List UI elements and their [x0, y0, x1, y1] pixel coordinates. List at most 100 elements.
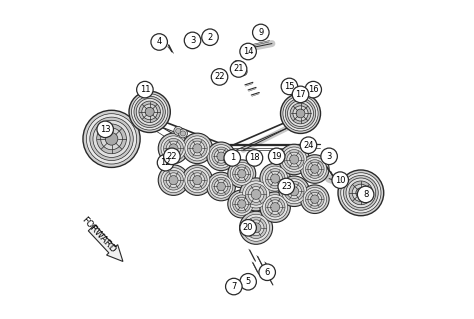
Circle shape [129, 91, 170, 132]
Circle shape [233, 165, 251, 183]
Circle shape [290, 103, 311, 124]
Text: 12: 12 [160, 158, 171, 167]
Circle shape [279, 144, 310, 175]
Text: 17: 17 [295, 90, 306, 99]
Circle shape [182, 133, 212, 164]
Circle shape [282, 179, 307, 204]
Text: FORWARD: FORWARD [80, 215, 118, 255]
Circle shape [142, 104, 157, 120]
Circle shape [265, 197, 285, 217]
Circle shape [145, 107, 154, 116]
Polygon shape [88, 225, 123, 262]
Circle shape [341, 173, 381, 213]
Circle shape [157, 154, 174, 171]
Circle shape [260, 163, 291, 194]
Text: 3: 3 [190, 36, 195, 45]
Circle shape [243, 214, 270, 241]
Circle shape [182, 165, 212, 196]
Text: 16: 16 [308, 85, 319, 94]
Circle shape [281, 78, 298, 95]
Circle shape [283, 96, 318, 131]
Circle shape [237, 64, 244, 72]
Circle shape [158, 133, 189, 164]
Circle shape [176, 128, 181, 133]
Text: 18: 18 [249, 153, 260, 162]
Circle shape [281, 93, 320, 133]
Circle shape [285, 98, 316, 129]
Circle shape [251, 223, 261, 233]
Text: 3: 3 [327, 152, 332, 161]
Circle shape [240, 43, 256, 60]
Circle shape [284, 182, 304, 201]
Circle shape [217, 152, 226, 160]
Circle shape [83, 110, 140, 167]
Circle shape [164, 138, 183, 158]
Circle shape [187, 170, 207, 190]
Circle shape [235, 197, 248, 211]
Circle shape [212, 147, 230, 166]
Circle shape [235, 62, 239, 66]
Circle shape [237, 170, 246, 178]
Circle shape [190, 141, 205, 156]
Circle shape [226, 278, 242, 295]
Circle shape [332, 172, 348, 189]
Text: 8: 8 [363, 190, 368, 199]
Circle shape [97, 121, 113, 137]
Circle shape [344, 175, 378, 210]
Circle shape [271, 174, 280, 183]
Circle shape [179, 129, 187, 138]
Circle shape [134, 96, 165, 128]
Circle shape [233, 60, 241, 68]
Circle shape [290, 155, 299, 164]
Text: 2: 2 [208, 33, 213, 42]
Circle shape [305, 81, 321, 98]
Circle shape [214, 150, 228, 163]
Circle shape [214, 180, 228, 193]
Circle shape [136, 99, 163, 125]
Circle shape [164, 148, 180, 165]
Text: 24: 24 [303, 141, 314, 150]
Text: 20: 20 [243, 223, 254, 232]
Text: 21: 21 [233, 64, 244, 73]
Circle shape [158, 165, 189, 196]
Circle shape [202, 29, 218, 46]
Circle shape [212, 177, 230, 196]
Circle shape [166, 173, 181, 188]
Circle shape [253, 24, 269, 41]
Circle shape [303, 157, 327, 181]
Text: 10: 10 [335, 176, 346, 185]
Text: 22: 22 [214, 72, 225, 81]
Circle shape [161, 136, 186, 161]
Circle shape [164, 170, 183, 190]
Circle shape [303, 188, 327, 211]
Circle shape [230, 61, 247, 77]
Text: 9: 9 [258, 28, 264, 37]
Circle shape [210, 175, 233, 198]
Circle shape [139, 101, 160, 122]
Circle shape [137, 81, 153, 98]
Circle shape [217, 182, 226, 191]
Circle shape [300, 137, 317, 153]
Circle shape [293, 106, 308, 121]
Circle shape [265, 169, 285, 189]
Circle shape [278, 178, 294, 195]
Circle shape [181, 131, 185, 136]
Circle shape [282, 147, 307, 172]
Circle shape [251, 189, 261, 199]
Circle shape [308, 192, 322, 206]
Text: 6: 6 [264, 268, 270, 277]
Circle shape [338, 170, 384, 216]
Circle shape [237, 200, 246, 208]
Circle shape [169, 144, 178, 153]
Circle shape [268, 200, 283, 214]
Circle shape [279, 176, 310, 206]
Circle shape [235, 167, 248, 181]
Text: 23: 23 [281, 182, 292, 191]
Circle shape [301, 185, 329, 213]
Circle shape [306, 190, 324, 209]
Circle shape [349, 181, 373, 205]
Circle shape [241, 70, 246, 74]
Circle shape [174, 126, 182, 135]
Text: 1: 1 [229, 153, 235, 162]
Circle shape [357, 186, 374, 203]
